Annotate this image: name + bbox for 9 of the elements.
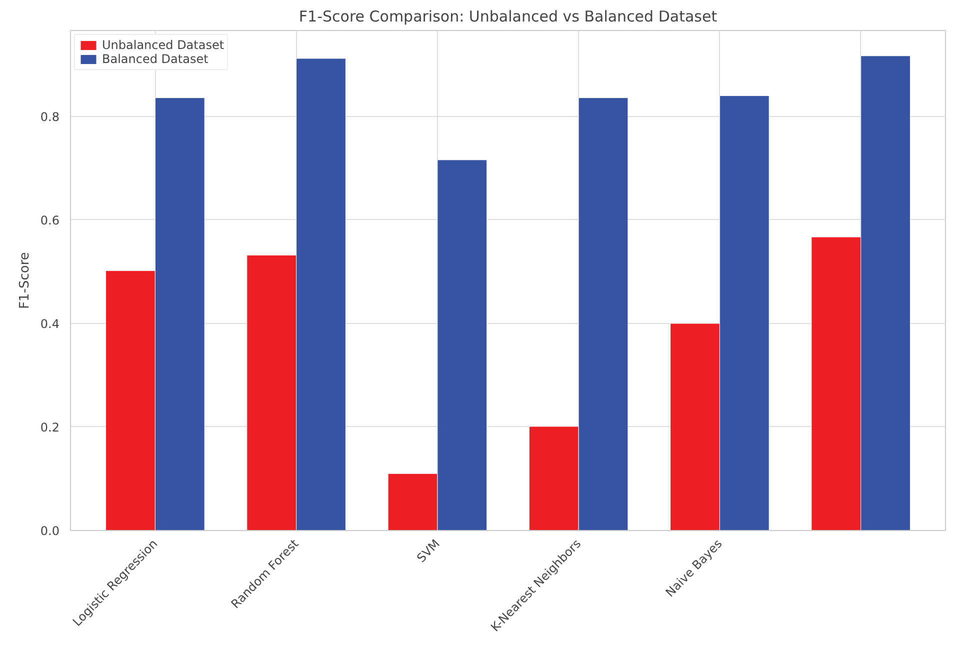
y-tick-label: 0.8 [40,110,60,124]
y-tick-label: 0.2 [40,420,60,434]
y-tick-label: 0.0 [40,524,60,538]
y-tick-label: 0.4 [40,316,60,331]
legend-label: Unbalanced Dataset [102,38,224,52]
legend-label: Balanced Dataset [102,52,208,66]
y-tick-label: 0.6 [40,213,60,228]
y-axis-title: F1-Score [17,252,32,309]
chart-title: F1-Score Comparison: Unbalanced vs Balanced Dataset [298,8,718,26]
